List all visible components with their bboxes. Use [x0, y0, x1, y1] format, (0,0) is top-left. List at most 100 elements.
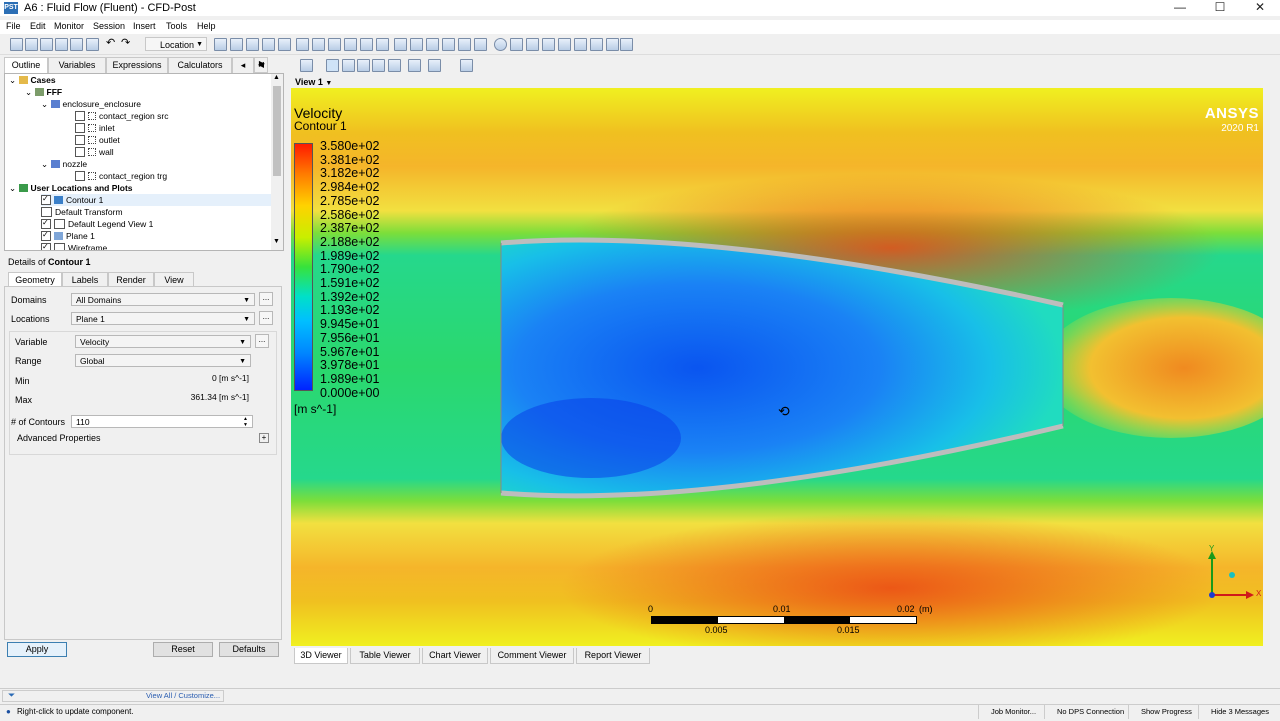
save-icon[interactable]: [55, 38, 68, 51]
menu-file[interactable]: File: [6, 21, 21, 31]
tab-expressions[interactable]: Expressions: [106, 57, 168, 73]
expression-icon[interactable]: [410, 38, 423, 51]
visibility-checkbox[interactable]: [41, 229, 51, 241]
text-icon[interactable]: [296, 38, 309, 51]
show-progress-button[interactable]: Show Progress: [1128, 705, 1192, 719]
table-icon[interactable]: [426, 38, 439, 51]
scroll-down-icon[interactable]: ▼: [273, 238, 280, 245]
vector-icon[interactable]: [214, 38, 227, 51]
mesh-calculator-icon[interactable]: [590, 38, 603, 51]
tab-3d-viewer[interactable]: 3D Viewer: [294, 648, 348, 664]
viewport-layout-icon[interactable]: [428, 59, 441, 72]
tab-scroll-left-button[interactable]: ◀: [254, 57, 268, 73]
visibility-checkbox[interactable]: [41, 241, 51, 250]
tab-variables[interactable]: Variables: [48, 57, 106, 73]
tree-row-contour-1[interactable]: Contour 1: [41, 193, 271, 206]
probe-icon[interactable]: [542, 38, 555, 51]
expand-icon[interactable]: ⌄: [41, 99, 49, 109]
comment-icon[interactable]: [458, 38, 471, 51]
tree-row-inlet[interactable]: inlet: [75, 122, 115, 134]
streamline-icon[interactable]: [246, 38, 259, 51]
expand-icon[interactable]: ⌄: [9, 183, 17, 193]
close-button[interactable]: ✕: [1254, 0, 1266, 14]
scroll-thumb[interactable]: [273, 86, 281, 176]
coordinate-frame-icon[interactable]: [312, 38, 325, 51]
3d-viewport[interactable]: Velocity Contour 1 3.580e+02 3.381e+02 3.1…: [291, 88, 1263, 646]
maximize-button[interactable]: ☐: [1214, 0, 1226, 14]
viewer-options-icon[interactable]: [460, 59, 473, 72]
quick-editor-icon[interactable]: [526, 38, 539, 51]
tab-table-viewer[interactable]: Table Viewer: [350, 648, 420, 664]
apply-button[interactable]: Apply: [7, 642, 67, 657]
dps-connection-button[interactable]: No DPS Connection: [1044, 705, 1124, 719]
tree-row-domain-nozzle[interactable]: ⌄ nozzle: [41, 159, 88, 169]
select-icon[interactable]: [300, 59, 313, 72]
filter-icon[interactable]: ⏷: [8, 690, 16, 700]
function-calculator-icon[interactable]: [558, 38, 571, 51]
tree-row-cases[interactable]: ⌄ Cases: [9, 75, 56, 85]
contour-icon[interactable]: [230, 38, 243, 51]
highlight-icon[interactable]: [408, 59, 421, 72]
menu-session[interactable]: Session: [93, 21, 126, 31]
command-editor-icon[interactable]: [620, 38, 633, 51]
locations-more-button[interactable]: ...: [259, 311, 273, 325]
visibility-checkbox[interactable]: [75, 110, 85, 121]
instance-transform-icon[interactable]: [344, 38, 357, 51]
figure-icon[interactable]: [474, 38, 487, 51]
tree-row-legend-view[interactable]: Default Legend View 1: [41, 217, 153, 230]
visibility-checkbox[interactable]: [41, 193, 51, 205]
undo-icon[interactable]: ↶: [106, 37, 116, 49]
tree-scrollbar[interactable]: ▲ ▼: [271, 74, 283, 250]
tab-calculators[interactable]: Calculators: [168, 57, 232, 73]
tree-row-contact-trg[interactable]: contact_region trg: [75, 170, 167, 182]
visibility-checkbox[interactable]: [75, 170, 85, 181]
zoom-icon[interactable]: [357, 59, 370, 72]
pan-icon[interactable]: [342, 59, 355, 72]
scroll-up-icon[interactable]: ▲: [273, 74, 280, 81]
new-icon[interactable]: [10, 38, 23, 51]
tab-scroll-right-button[interactable]: ▶: [258, 59, 266, 68]
visibility-checkbox[interactable]: [75, 146, 85, 157]
domains-more-button[interactable]: ...: [259, 292, 273, 306]
print-icon[interactable]: [86, 38, 99, 51]
tree-row-plane-1[interactable]: Plane 1: [41, 229, 95, 242]
menu-tools[interactable]: Tools: [166, 21, 188, 31]
tab-labels[interactable]: Labels: [62, 272, 108, 287]
load-state-icon[interactable]: [40, 38, 53, 51]
hide-messages-button[interactable]: Hide 3 Messages: [1198, 705, 1269, 719]
domains-select[interactable]: All Domains ▼: [71, 293, 255, 306]
tree-row-contact-src[interactable]: contact_region src: [75, 110, 168, 122]
menu-insert[interactable]: Insert: [133, 21, 156, 31]
job-monitor-button[interactable]: Job Monitor...: [978, 705, 1036, 719]
rotate-icon[interactable]: [326, 59, 339, 72]
visibility-checkbox[interactable]: [75, 122, 85, 133]
animation-icon[interactable]: [510, 38, 523, 51]
tab-report-viewer[interactable]: Report Viewer: [576, 648, 650, 664]
variable-more-button[interactable]: ...: [255, 334, 269, 348]
timestep-icon[interactable]: [494, 38, 507, 51]
tree-row-default-transform[interactable]: Default Transform: [41, 206, 123, 218]
expand-icon[interactable]: ⌄: [41, 159, 49, 169]
tree-row-domain-enclosure[interactable]: ⌄ enclosure_enclosure: [41, 99, 141, 109]
menu-help[interactable]: Help: [197, 21, 216, 31]
contours-stepper[interactable]: 110 ▲ ▼: [71, 415, 253, 428]
tab-chart-viewer[interactable]: Chart Viewer: [422, 648, 488, 664]
load-results-icon[interactable]: [25, 38, 38, 51]
particle-track-icon[interactable]: [262, 38, 275, 51]
location-dropdown[interactable]: Location ▼: [145, 37, 207, 51]
refresh-icon[interactable]: [70, 38, 83, 51]
tree-row-fff[interactable]: ⌄ FFF: [25, 87, 63, 97]
stepper-arrows-icon[interactable]: ▲ ▼: [243, 416, 248, 428]
redo-icon[interactable]: ↷: [121, 37, 131, 49]
legend-icon[interactable]: [328, 38, 341, 51]
expand-plus-icon[interactable]: +: [259, 433, 269, 443]
tree-row-user-locations[interactable]: ⌄ User Locations and Plots: [9, 183, 133, 193]
visibility-checkbox[interactable]: [75, 134, 85, 145]
tab-outline[interactable]: Outline: [4, 57, 48, 73]
volume-render-icon[interactable]: [278, 38, 291, 51]
view-selector[interactable]: View 1 ▼: [295, 77, 333, 87]
variable-select[interactable]: Velocity ▼: [75, 335, 251, 348]
visibility-checkbox[interactable]: [41, 217, 51, 229]
range-select[interactable]: Global ▼: [75, 354, 251, 367]
variable-icon[interactable]: [394, 38, 407, 51]
